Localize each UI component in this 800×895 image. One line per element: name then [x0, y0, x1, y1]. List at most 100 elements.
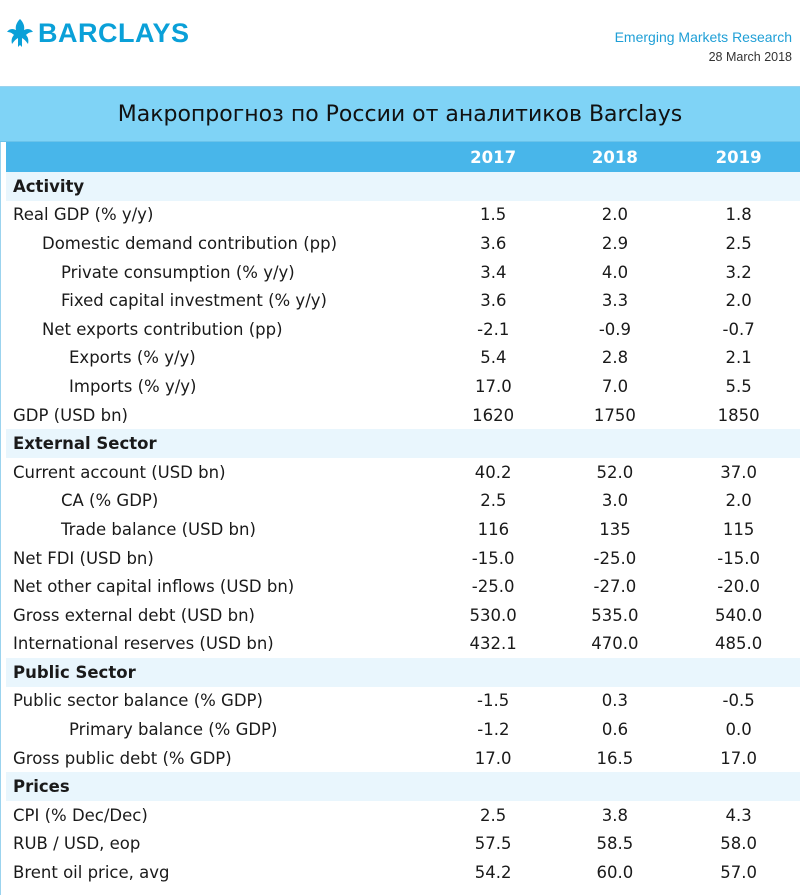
row-label: Gross external debt (USD bn) — [13, 605, 255, 625]
value-cell-2018: 58.5 — [596, 834, 634, 854]
row-label: GDP (USD bn) — [13, 405, 128, 425]
table-row: CPI (% Dec/Dec) 2.5 3.8 4.3 — [6, 801, 800, 830]
value-cell-2017: 40.2 — [474, 462, 512, 482]
title-bar: Макропрогноз по России от аналитиков Bar… — [0, 87, 800, 142]
value-cell-2018: 135 — [599, 519, 631, 539]
table-body: Activity Real GDP (% y/y) 1.5 2.0 1.8 Domesti… — [6, 172, 800, 887]
value-cell-2018: 3.3 — [601, 291, 629, 311]
value-cell-2017: 530.0 — [469, 605, 517, 625]
value-cell-2018: 52.0 — [596, 462, 634, 482]
value-cell-2017: -25.0 — [471, 577, 515, 597]
report-header: BARCLAYS Emerging Markets Research 28 Ma… — [0, 0, 800, 88]
row-label: Primary balance (% GDP) — [69, 720, 278, 740]
value-cell-2019: 17.0 — [720, 748, 757, 768]
value-cell-2018: 4.0 — [601, 262, 629, 282]
value-cell-2018: 60.0 — [596, 863, 634, 883]
section-row: External Sector — [6, 429, 800, 458]
value-cell-2019: 3.2 — [725, 262, 752, 282]
section-row: Activity — [6, 172, 800, 201]
value-cell-2017: 3.4 — [480, 262, 507, 282]
row-label: Private consumption (% y/y) — [61, 262, 295, 282]
value-cell-2018: 0.3 — [601, 691, 628, 711]
row-label: International reserves (USD bn) — [13, 634, 274, 654]
table-frame — [0, 86, 800, 895]
value-cell-2018: 2.8 — [601, 348, 629, 368]
value-cell-2018: 535.0 — [591, 605, 639, 625]
page-title: Макропрогноз по России от аналитиков Bar… — [117, 101, 683, 127]
value-cell-2017: 432.1 — [469, 634, 517, 654]
value-cell-2018: 3.0 — [601, 491, 629, 511]
table-row: Public sector balance (% GDP) -1.5 0.3 -0.5 — [6, 687, 800, 716]
value-cell-2018: 3.8 — [601, 805, 628, 825]
value-cell-2017: 1620 — [472, 405, 515, 425]
table-row: Current account (USD bn) 40.2 52.0 37.0 — [6, 458, 800, 487]
eagle-icon — [7, 19, 33, 47]
row-label: Gross public debt (% GDP) — [13, 748, 232, 768]
value-cell-2019: 37.0 — [720, 462, 757, 482]
section-label: External Sector — [13, 434, 157, 454]
value-cell-2019: 485.0 — [715, 634, 763, 654]
value-cell-2017: 3.6 — [480, 233, 507, 253]
value-cell-2017: 2.5 — [480, 491, 507, 511]
value-cell-2019: 2.5 — [725, 233, 752, 253]
value-cell-2018: 2.0 — [601, 205, 628, 225]
value-cell-2019: -0.7 — [722, 319, 755, 339]
value-cell-2018: 2.9 — [601, 233, 629, 253]
table-row: GDP (USD bn) 1620 1750 1850 — [6, 401, 800, 430]
barclays-logo: BARCLAYS — [6, 16, 190, 50]
logo-text: BARCLAYS — [38, 17, 190, 48]
table-row: Net exports contribution (pp) -2.1 -0.9 -0.… — [6, 315, 800, 344]
value-cell-2018: 7.0 — [601, 376, 629, 396]
value-cell-2018: 1750 — [593, 405, 636, 425]
table-row: Real GDP (% y/y) 1.5 2.0 1.8 — [6, 201, 800, 230]
value-cell-2019: -0.5 — [722, 691, 755, 711]
value-cell-2019: 58.0 — [720, 834, 757, 854]
table-row: RUB / USD, eop 57.5 58.5 58.0 — [6, 830, 800, 859]
value-cell-2017: 17.0 — [474, 748, 512, 768]
value-cell-2017: -1.2 — [477, 720, 510, 740]
report-info: Emerging Markets Research 28 March 2018 — [615, 28, 792, 66]
table-row: Gross external debt (USD bn) 530.0 535.0 54… — [6, 601, 800, 630]
value-cell-2019: 2.0 — [725, 491, 752, 511]
column-header-2019: 2019 — [715, 147, 762, 167]
row-label: CA (% GDP) — [61, 491, 159, 511]
value-cell-2017: 17.0 — [474, 376, 512, 396]
section-label: Public Sector — [13, 662, 136, 682]
value-cell-2017: 116 — [477, 519, 510, 539]
value-cell-2017: -1.5 — [477, 691, 510, 711]
table-row: Domestic demand contribution (pp) 3.6 2.9 2… — [6, 229, 800, 258]
section-row: Prices — [6, 772, 800, 802]
value-cell-2017: 1.5 — [479, 205, 507, 225]
value-cell-2017: 2.5 — [479, 805, 507, 825]
table-row: International reserves (USD bn) 432.1 470.… — [6, 630, 800, 659]
value-cell-2019: 1850 — [717, 405, 760, 425]
table-row: Net other capital inflows (USD bn) -25.0 -… — [6, 572, 800, 601]
table-row: CA (% GDP) 2.5 3.0 2.0 — [6, 487, 800, 516]
value-cell-2017: 57.5 — [474, 834, 512, 854]
value-cell-2019: 0.0 — [725, 720, 752, 740]
table-row: Private consumption (% y/y) 3.4 4.0 3.2 — [6, 258, 800, 287]
row-label: Net FDI (USD bn) — [13, 548, 154, 568]
row-label: Brent oil price, avg — [13, 863, 170, 883]
row-label: Net exports contribution (pp) — [42, 319, 283, 339]
table-row: Net FDI (USD bn) -15.0 -25.0 -15.0 — [6, 544, 800, 573]
report-date: 28 March 2018 — [708, 50, 792, 64]
value-cell-2018: 16.5 — [596, 748, 634, 768]
row-label: Net other capital inflows (USD bn) — [13, 577, 295, 597]
value-cell-2019: 1.8 — [725, 205, 752, 225]
value-cell-2018: 0.6 — [601, 720, 629, 740]
row-label: CPI (% Dec/Dec) — [13, 805, 148, 825]
report-name: Emerging Markets Research — [614, 29, 792, 45]
row-label: Fixed capital investment (% y/y) — [61, 291, 327, 311]
value-cell-2017: 54.2 — [474, 863, 512, 883]
value-cell-2019: 57.0 — [720, 863, 757, 883]
row-label: Exports (% y/y) — [69, 348, 196, 368]
table-row: Trade balance (USD bn) 116 135 115 — [6, 515, 800, 544]
table-row: Primary balance (% GDP) -1.2 0.6 0.0 — [6, 715, 800, 744]
table-header-row: 2017 2018 2019 — [6, 142, 800, 172]
row-label: Public sector balance (% GDP) — [13, 691, 263, 711]
value-cell-2018: -25.0 — [593, 548, 637, 568]
forecast-table: 2017 2018 2019 Activity Real GDP (% y/y) 1… — [6, 142, 800, 887]
value-cell-2019: 5.5 — [725, 376, 752, 396]
row-label: Imports (% y/y) — [69, 376, 197, 396]
